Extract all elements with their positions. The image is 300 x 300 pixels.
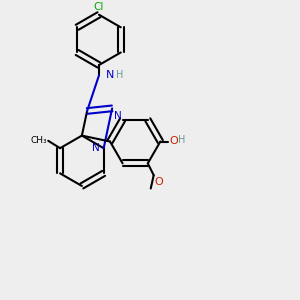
Text: H: H	[116, 70, 123, 80]
Text: Cl: Cl	[94, 2, 104, 12]
Text: O: O	[154, 177, 163, 187]
Text: N: N	[92, 142, 100, 153]
Text: H: H	[178, 135, 186, 145]
Text: N: N	[114, 111, 122, 121]
Text: CH₃: CH₃	[30, 136, 47, 145]
Text: O: O	[169, 136, 178, 146]
Text: N: N	[106, 70, 115, 80]
